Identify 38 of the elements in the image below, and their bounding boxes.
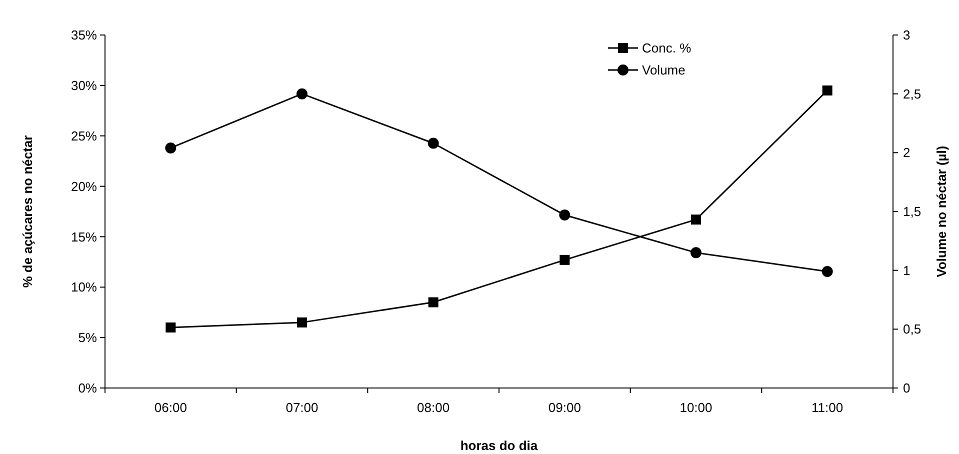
point (297, 317, 307, 328)
y-tick-label: 10% (70, 280, 98, 295)
y2-tick-label: 3 (903, 28, 910, 43)
x-axis-title: horas do dia (460, 438, 538, 453)
point (560, 254, 570, 265)
x-tick-label: 10:00 (680, 400, 712, 415)
y-tick-label: 15% (70, 229, 98, 244)
point (165, 142, 176, 154)
x-tick-label: 11:00 (812, 400, 844, 415)
x-tick-label: 09:00 (548, 400, 581, 415)
y2-tick-label: 2,5 (903, 86, 922, 102)
x-tick-label: 07:00 (286, 400, 318, 415)
point (559, 210, 570, 221)
y2-tick-label: 0 (903, 380, 910, 396)
y-tick-label: 5% (78, 330, 98, 346)
point (822, 266, 833, 278)
point (691, 214, 701, 225)
y-tick-label: 20% (70, 178, 98, 194)
y-tick-label: 0% (78, 380, 98, 396)
y2-tick-label: 2 (903, 145, 910, 160)
y2-tick-label: 1,5 (903, 204, 922, 220)
legend-label: Volume (642, 62, 686, 78)
point (822, 85, 832, 96)
y-axis-title: % de açúcares no néctar (20, 135, 35, 288)
point (690, 247, 702, 258)
point (166, 322, 176, 332)
y-tick-label: 30% (70, 78, 98, 93)
y-tick-label: 35% (70, 28, 98, 43)
y2-tick-label: 0,5 (903, 322, 922, 337)
y2-axis-title: Volume no néctar (µl) (934, 146, 949, 278)
y2-tick-label: 1 (903, 262, 910, 278)
point (296, 88, 308, 100)
x-tick-label: 06:00 (154, 400, 187, 415)
legend-label: Conc. % (642, 40, 692, 56)
point (428, 138, 439, 149)
y-tick-label: 25% (70, 128, 98, 144)
x-tick-label: 08:00 (417, 400, 450, 415)
point (428, 297, 438, 308)
